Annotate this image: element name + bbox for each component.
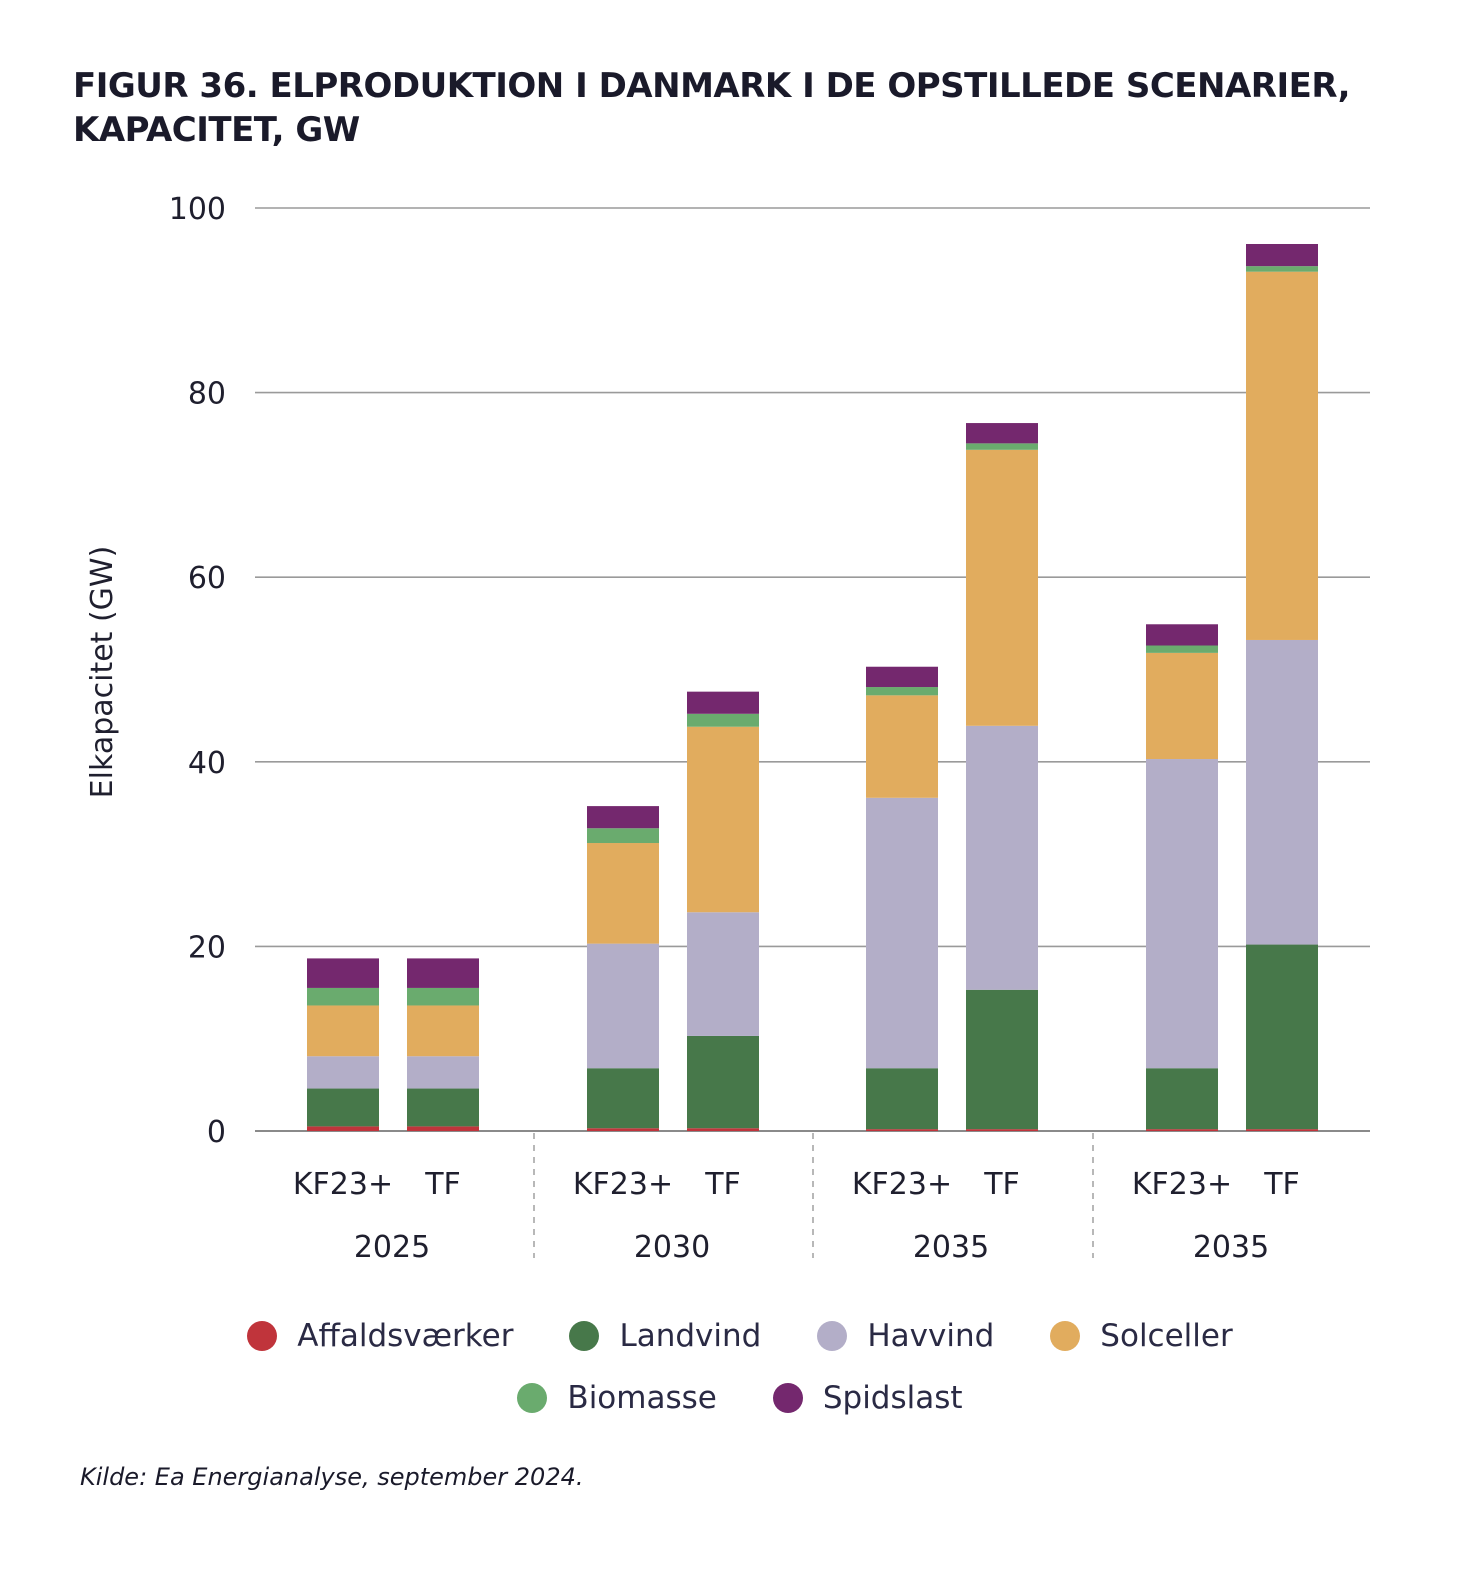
bar-segment: [966, 989, 1038, 1130]
x-tick-label: TF: [704, 1167, 741, 1202]
legend-label: Biomasse: [567, 1380, 717, 1416]
chart-title: FIGUR 36. ELPRODUKTION I DANMARK I DE OP…: [73, 64, 1413, 152]
bar-segment: [307, 1005, 379, 1057]
bar-segment: [587, 806, 659, 829]
y-tick-label: 0: [207, 1115, 226, 1150]
bar-segment: [966, 1129, 1038, 1131]
bar-segment: [307, 958, 379, 988]
bar-segment: [307, 1088, 379, 1127]
chart-title-line-1: FIGUR 36. ELPRODUKTION I DANMARK I DE OP…: [73, 66, 1351, 106]
legend-row: Affaldsværker Landvind Havvind Solceller: [0, 1310, 1480, 1362]
legend-swatch: [817, 1321, 848, 1351]
x-tick-label: TF: [983, 1167, 1020, 1202]
bar-segment: [307, 1056, 379, 1089]
y-tick-label: 20: [188, 930, 226, 965]
legend-label: Landvind: [619, 1318, 762, 1354]
x-tick-label: TF: [1263, 1167, 1300, 1202]
x-group-label: 2035: [913, 1230, 989, 1265]
bar-segment: [1246, 243, 1318, 267]
bar-segment: [966, 449, 1038, 726]
bar-segment: [407, 1056, 479, 1089]
x-tick-label: KF23+: [293, 1167, 393, 1202]
legend-label: Affaldsværker: [297, 1318, 514, 1354]
bar-segment: [1246, 639, 1318, 945]
legend-item: Havvind: [817, 1318, 994, 1354]
bar-segment: [587, 843, 659, 944]
bar-segment: [687, 726, 759, 913]
bar-segment: [407, 1126, 479, 1131]
bar-segment: [587, 1128, 659, 1131]
x-tick-label: TF: [424, 1167, 461, 1202]
bar-segment: [587, 1068, 659, 1129]
bar-segment: [1146, 652, 1218, 760]
x-tick-label: KF23+: [1132, 1167, 1232, 1202]
y-tick-label: 80: [188, 377, 226, 412]
legend-item: Biomasse: [517, 1380, 717, 1416]
bar-segment: [966, 423, 1038, 444]
legend-swatch: [772, 1383, 803, 1413]
legend: Affaldsværker Landvind Havvind Solceller Bi…: [0, 1310, 1480, 1434]
legend-label: Solceller: [1100, 1318, 1233, 1354]
legend-row: Biomasse Spidslast: [0, 1372, 1480, 1424]
x-tick-label: KF23+: [573, 1167, 673, 1202]
bar-segment: [966, 443, 1038, 450]
bar-segment: [866, 687, 938, 696]
legend-swatch: [247, 1321, 278, 1351]
legend-item: Landvind: [569, 1318, 761, 1354]
x-group-label: 2030: [634, 1230, 710, 1265]
bar-segment: [866, 797, 938, 1069]
bar-segment: [687, 1035, 759, 1129]
bar-segment: [1146, 624, 1218, 646]
bar-segment: [1146, 1129, 1218, 1131]
bar-segment: [407, 1088, 479, 1127]
y-tick-label: 40: [188, 746, 226, 781]
x-group-label: 2035: [1193, 1230, 1269, 1265]
bar-segment: [687, 713, 759, 727]
bar-segment: [407, 1005, 479, 1057]
bar-segment: [1246, 944, 1318, 1130]
bar-segment: [1246, 266, 1318, 272]
bar-segment: [866, 666, 938, 688]
chart-title-line-2: KAPACITET, GW: [73, 110, 360, 150]
bar-segment: [1146, 759, 1218, 1069]
legend-swatch: [1050, 1321, 1081, 1351]
bar-segment: [687, 1128, 759, 1131]
y-tick-label: 60: [188, 561, 226, 596]
bar-segment: [1246, 1129, 1318, 1131]
bar-segment: [1146, 645, 1218, 653]
bar-segment: [587, 943, 659, 1069]
x-tick-label: KF23+: [852, 1167, 952, 1202]
bar-segment: [587, 828, 659, 844]
bar-segment: [687, 912, 759, 1036]
legend-item: Affaldsværker: [247, 1318, 513, 1354]
legend-item: Solceller: [1050, 1318, 1233, 1354]
legend-label: Spidslast: [822, 1380, 963, 1416]
bar-segment: [307, 1126, 379, 1131]
legend-label: Havvind: [867, 1318, 995, 1354]
legend-swatch: [569, 1321, 600, 1351]
bar-segment: [966, 725, 1038, 990]
stacked-bar-chart: 0 20 40 60 80 100 KF23+ TF KF23+ TF KF23+ TF KF23+ TF…: [85, 192, 1370, 1265]
y-axis-title: Elkapacitet (GW): [85, 546, 120, 799]
y-tick-label: 100: [169, 192, 226, 227]
bar-segment: [307, 987, 379, 1006]
bar-segment: [407, 958, 479, 988]
legend-item: Spidslast: [772, 1380, 963, 1416]
x-group-label: 2025: [354, 1230, 430, 1265]
bar-segment: [1246, 271, 1318, 640]
source-note: Kilde: Ea Energianalyse, september 2024.: [80, 1463, 584, 1491]
bar-segment: [1146, 1068, 1218, 1130]
bar-segment: [866, 695, 938, 798]
bar-segment: [866, 1068, 938, 1130]
bar-segment: [407, 987, 479, 1006]
bar-segment: [687, 691, 759, 714]
bar-segment: [866, 1129, 938, 1131]
legend-swatch: [517, 1383, 548, 1413]
